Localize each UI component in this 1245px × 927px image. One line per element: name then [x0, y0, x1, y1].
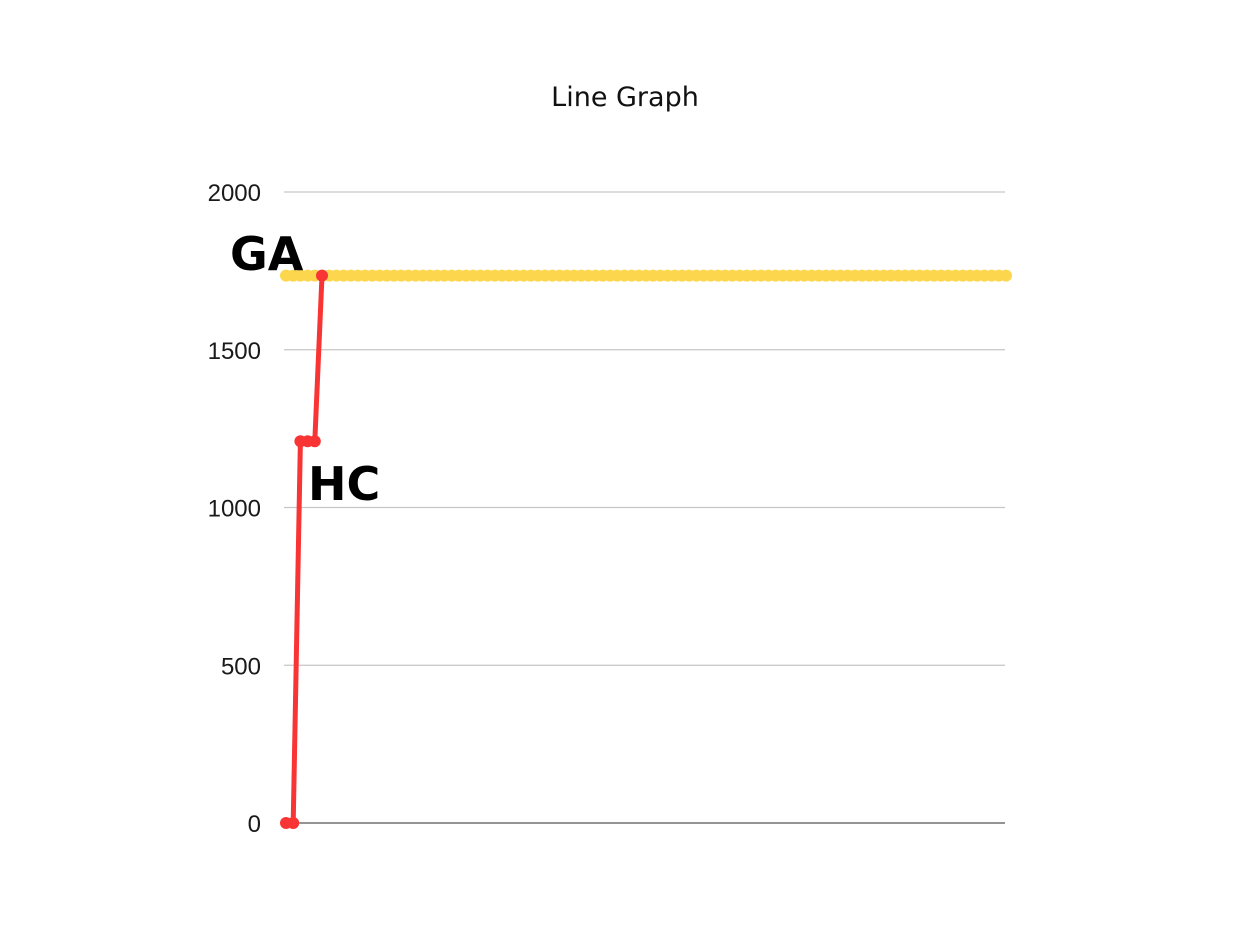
y-tick-label: 1000 — [208, 496, 261, 523]
series-annotation-layer: GA HC — [230, 227, 380, 511]
grid-layer — [284, 191, 1005, 824]
data-point-hc — [308, 435, 321, 448]
series-label-ga: GA — [230, 227, 304, 281]
data-point-hc — [316, 269, 328, 282]
y-tick-label: 500 — [221, 653, 261, 680]
chart-title: Line Graph — [551, 82, 699, 113]
series-hc — [280, 269, 328, 829]
data-point-ga — [1000, 269, 1012, 282]
series-label-hc: HC — [308, 457, 380, 511]
data-point-hc — [287, 817, 300, 829]
series-line-hc — [283, 273, 325, 826]
y-tick-label: 0 — [248, 811, 261, 838]
y-tick-label: 1500 — [208, 338, 261, 365]
series-ga — [280, 269, 1012, 282]
series-layer — [280, 269, 1012, 829]
y-axis-tick-labels: 0 500 1000 1500 2000 — [208, 180, 261, 838]
y-tick-label: 2000 — [208, 180, 261, 207]
